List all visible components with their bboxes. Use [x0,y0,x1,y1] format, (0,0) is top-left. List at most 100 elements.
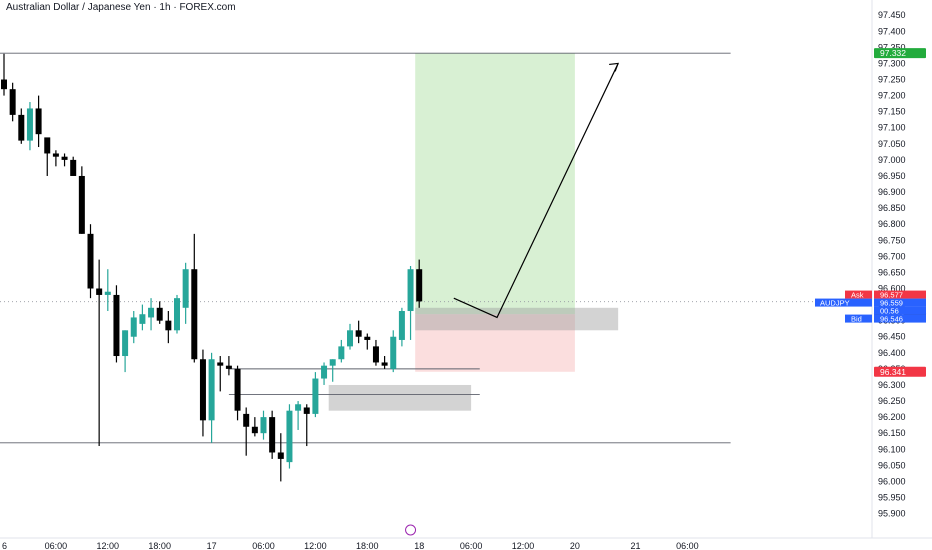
spread-value: 00.56 [880,307,899,316]
candle-body [87,233,94,289]
price-tick-label: 95.900 [878,509,906,519]
price-tick-label: 96.250 [878,396,906,406]
ask-label-bg [845,290,872,299]
time-tick-label: 12:00 [304,541,327,550]
price-tick-label: 97.150 [878,107,906,117]
stop-price-tag: 96.341 [880,367,906,377]
candle-body [269,417,276,453]
candle-body [312,378,319,414]
ask-label: Ask [851,291,864,300]
zones-layer [328,53,619,411]
candle-body [372,346,379,363]
candle-body [234,368,241,411]
time-tick-label: 06:00 [460,541,483,550]
price-tick-label: 96.850 [878,203,906,213]
price-tick-label: 97.000 [878,155,906,165]
price-axis[interactable]: 97.450 97.400 97.350 97.300 97.250 97.200 97.1… [871,0,906,538]
chart-title: Australian Dollar / Japanese Yen · 1h · … [6,2,236,13]
price-tick-label: 96.400 [878,348,906,358]
candle-body [18,114,25,141]
bid-label-bg [845,314,872,323]
candle-body [338,346,345,360]
candle-body [303,407,310,414]
time-tick-label: 17 [207,541,217,550]
candle-body [243,413,250,427]
price-tick-label: 97.050 [878,139,906,149]
grey-zone [328,384,472,411]
candle-body [416,269,423,302]
candle-body [225,365,232,369]
candle-body [148,307,155,318]
price-tick-label: 95.950 [878,492,906,502]
price-tick-label: 97.250 [878,75,906,85]
candle-body [156,307,163,321]
time-axis[interactable]: 6 06:00 12:00 18:00 17 06:00 12:00 18:00 18 06:00… [0,524,932,550]
price-tick-label: 96.200 [878,412,906,422]
candle-body [78,175,85,234]
candle-body [191,269,198,360]
candle-body [329,359,336,366]
price-tick-label: 97.350 [878,42,906,52]
price-tick-label: 96.650 [878,267,906,277]
time-tick-label: 12:00 [97,541,120,550]
time-tick-label: 18 [414,541,424,550]
candle-body [130,317,137,337]
candle-body [199,359,206,421]
ask-price-bg [874,290,926,299]
price-tags: 97.33296.51196.341Ask96.577AUDJPY96.5590… [815,48,926,377]
target-price-tag: 97.332 [880,48,906,58]
candle-body [390,336,397,369]
price-tick-label: 96.150 [878,428,906,438]
candle-body [9,89,16,115]
price-tick-label: 96.900 [878,187,906,197]
candle-body [61,156,68,160]
price-tick-label: 96.050 [878,460,906,470]
time-tick-label: 06:00 [252,541,275,550]
target-price-tag-bg [874,48,926,59]
time-tick-label: 18:00 [356,541,379,550]
bid-price-bg [874,314,926,323]
candle-body [70,159,77,176]
price-tick-label: 97.300 [878,58,906,68]
stop-price-tag-bg [874,366,926,377]
event-marker-icon [405,524,417,536]
stop-zone [415,314,575,372]
time-tick-label: 06:00 [676,541,699,550]
candle-body [347,330,353,347]
price-tick-label: 97.200 [878,91,906,101]
price-tick-label: 96.450 [878,332,906,342]
candle-body [104,291,111,295]
candle-body [44,137,51,154]
price-tick-label: 96.100 [878,444,906,454]
candle-body [398,311,405,340]
candle-body [355,330,362,337]
price-tick-label: 96.800 [878,219,906,229]
spread-bg [874,306,926,315]
symbol-label: AUDJPY [820,299,850,308]
candle-body [122,330,129,357]
candle-body [277,452,284,459]
candle-body [165,320,172,331]
symbol-label-bg [815,298,872,307]
candles-layer [1,53,423,482]
candle-body [407,269,414,312]
projection-line [453,63,619,319]
price-tick-label: 96.600 [878,284,906,294]
candle-body [1,79,7,90]
bid-label: Bid [851,315,862,324]
price-tick-label: 97.450 [878,10,906,20]
projection-arrowhead [609,62,619,72]
candle-body [96,288,103,295]
price-tick-label: 96.750 [878,235,906,245]
candle-body [208,359,215,421]
price-tick-label: 96.000 [878,476,906,486]
candle-body [26,108,33,141]
target-zone [415,53,575,315]
time-tick-label: 21 [630,541,640,550]
ask-price: 96.577 [880,291,903,300]
candle-body [260,417,267,434]
mid-price: 96.559 [880,299,903,308]
time-tick-label: 18:00 [148,541,171,550]
candle-body [139,314,146,324]
